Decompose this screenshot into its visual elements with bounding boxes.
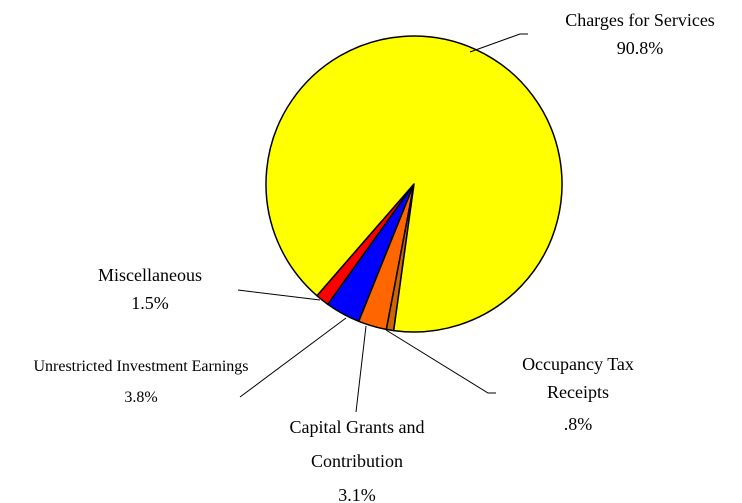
label-value: 90.8% <box>616 38 664 58</box>
leader-line <box>355 325 367 413</box>
label: Capital Grants and Contribution 3.1% <box>262 410 452 503</box>
label-value: 3.8% <box>124 389 158 406</box>
label-value: 3.1% <box>338 485 376 503</box>
label-name: Unrestricted Investment Earnings <box>33 358 249 375</box>
leader-line <box>237 289 321 301</box>
label: Charges for Services 90.8% <box>520 6 742 62</box>
label-name: Occupancy Tax Receipts <box>522 354 634 402</box>
leader-line <box>239 317 347 398</box>
label-name: Miscellaneous <box>98 265 202 285</box>
leader-line <box>469 33 528 53</box>
label-name: Capital Grants and Contribution <box>289 417 425 471</box>
pie-slice <box>265 35 563 333</box>
label: Miscellaneous 1.5% <box>50 261 250 317</box>
label-value: .8% <box>563 414 593 434</box>
label: Unrestricted Investment Earnings 3.8% <box>10 353 272 411</box>
label: Occupancy Tax Receipts .8% <box>478 350 678 438</box>
label-value: 1.5% <box>131 293 169 313</box>
leader-line <box>385 329 496 394</box>
leader-lines <box>237 33 528 413</box>
label-name: Charges for Services <box>565 10 715 30</box>
